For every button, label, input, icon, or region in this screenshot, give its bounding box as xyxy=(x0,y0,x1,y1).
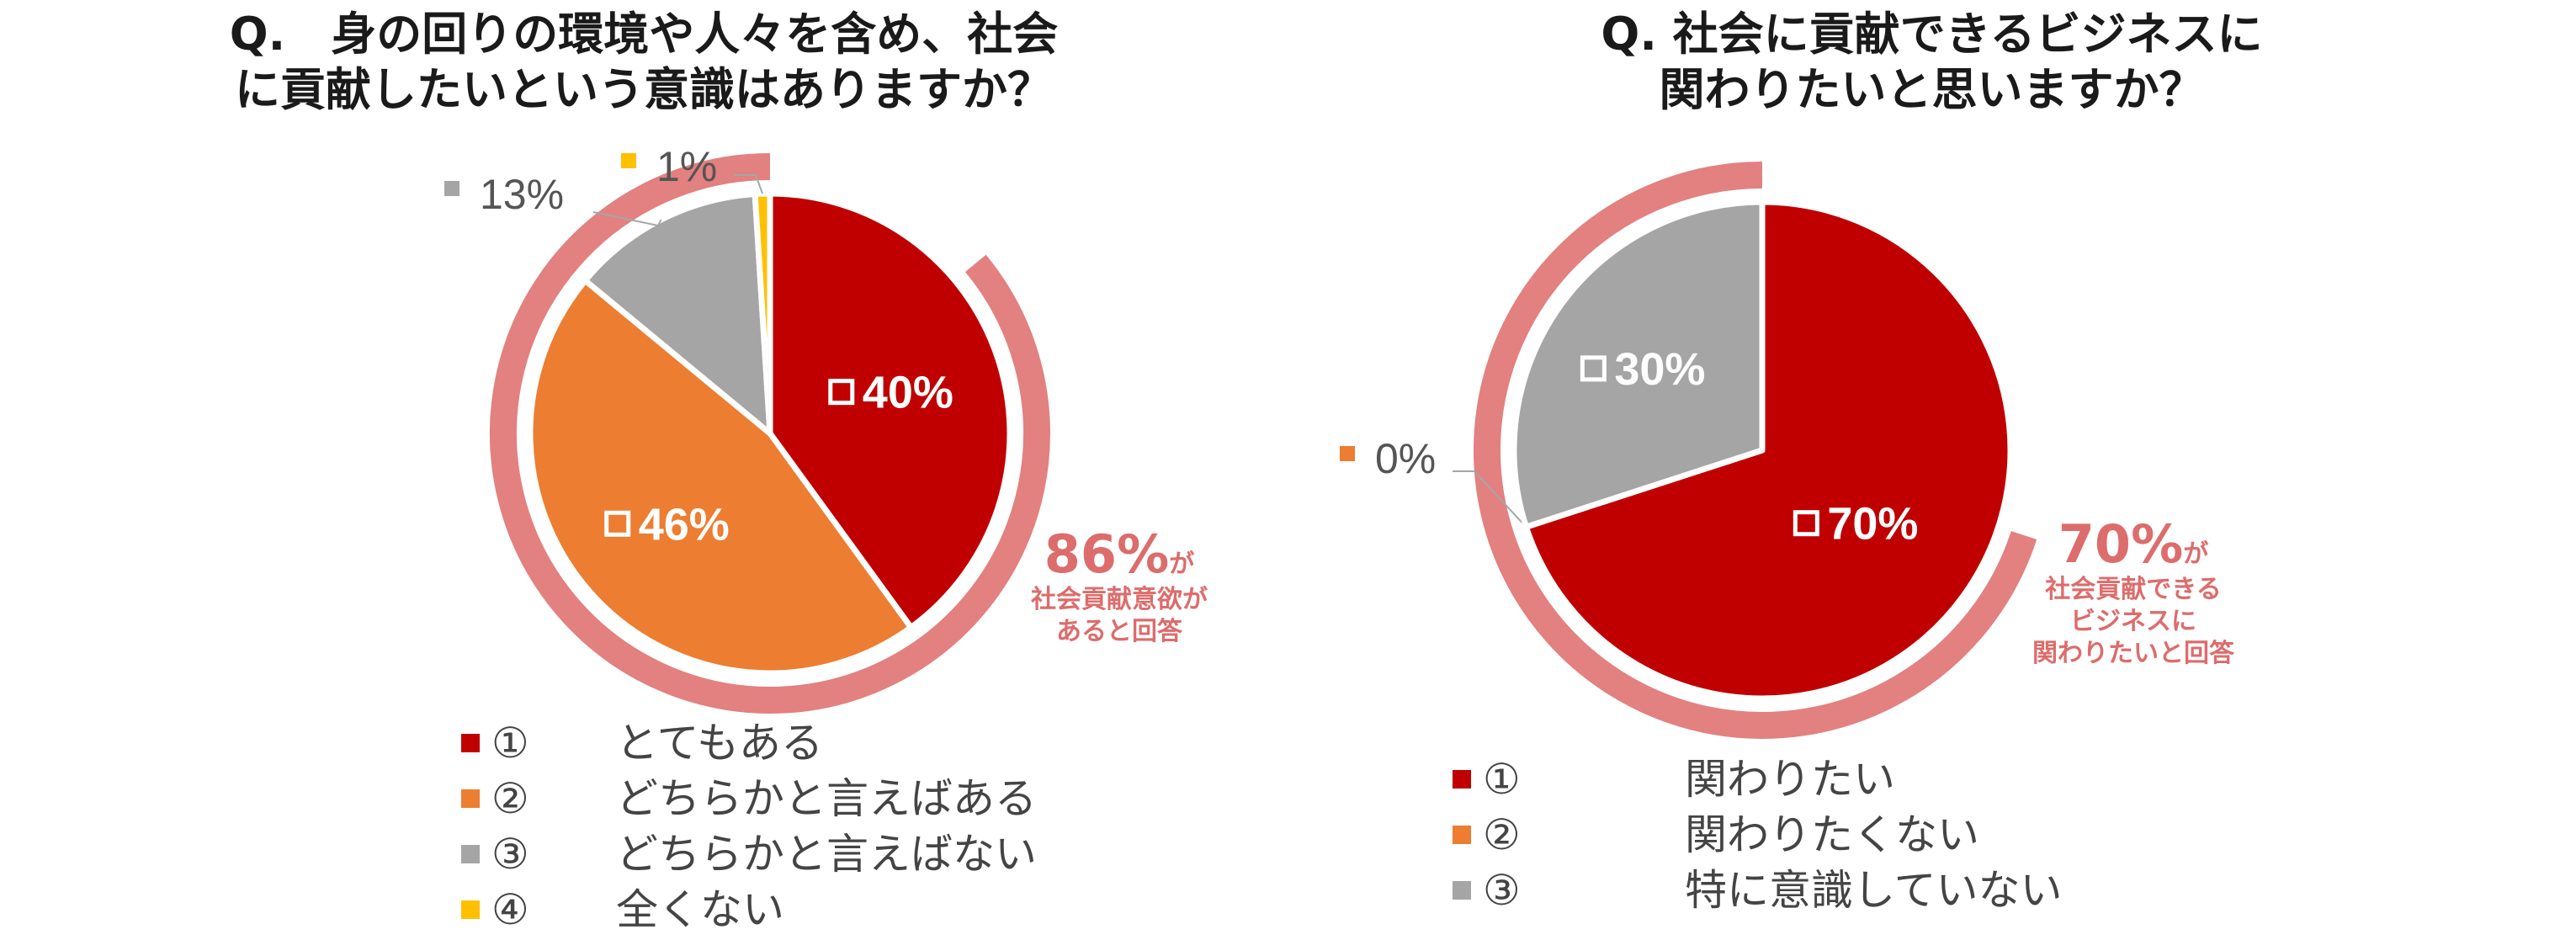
callout-right-line1: 社会貢献できる xyxy=(2045,575,2222,604)
pie-chart-left: 40% 46% 13% 1% xyxy=(444,143,1050,714)
legend-item: ③ どちらかと言えばない xyxy=(461,826,1037,882)
legend-number: ④ xyxy=(491,885,529,934)
legend-number: ① xyxy=(491,719,529,767)
svg-text:46%: 46% xyxy=(639,499,730,550)
pie-chart-right: 70% 0% 30% xyxy=(1340,162,2037,739)
legend-swatch xyxy=(461,734,480,752)
legend-swatch xyxy=(461,845,480,863)
data-label: 40% xyxy=(828,368,953,418)
legend-item: ① 関わりたい xyxy=(1453,751,2063,807)
callout-left-value: 86% xyxy=(1044,523,1170,585)
leader-line xyxy=(734,174,763,194)
data-label: 70% xyxy=(1793,499,1918,550)
chart-title-left-line2: に貢献したいという意識はありますか？ xyxy=(235,63,1053,116)
svg-text:30%: 30% xyxy=(1614,344,1705,395)
legend-item: ③ 特に意識していない xyxy=(1453,863,2063,918)
legend-label: とてもある xyxy=(616,719,823,767)
callout-right-suffix: が xyxy=(2183,539,2209,569)
square-outline-icon xyxy=(1793,510,1819,537)
chart-panel-right: Q. 社会に貢献できるビジネスに 関わりたいと思いますか？ 70% 0% 30% 7… xyxy=(1288,0,2576,940)
callout-left: 86%が 社会貢献意欲が あると回答 xyxy=(993,525,1246,648)
callout-left-line1: 社会貢献意欲が xyxy=(1031,585,1208,614)
pie-slice xyxy=(1511,199,1766,530)
callout-left-suffix: が xyxy=(1169,550,1195,579)
data-label: 13% xyxy=(444,171,662,227)
pie-slice xyxy=(767,190,1013,631)
leader-line xyxy=(1453,470,1527,528)
data-label: 0% xyxy=(1340,435,1527,528)
highlight-ring xyxy=(490,153,1050,714)
legend-item: ④ 全くない xyxy=(461,882,1037,937)
legend-number: ② xyxy=(1483,810,1521,859)
legend-swatch xyxy=(461,789,480,808)
svg-text:40%: 40% xyxy=(863,368,953,418)
svg-text:0%: 0% xyxy=(1375,435,1436,482)
chart-title-right: Q. 社会に貢献できるビジネスに 関わりたいと思いますか？ xyxy=(1288,7,2576,118)
pie-slice xyxy=(527,277,915,677)
chart-title-right-line2: 関わりたいと思いますか？ xyxy=(1659,63,2205,116)
svg-text:13%: 13% xyxy=(480,171,564,218)
callout-right-line2: ビジネスに xyxy=(2070,607,2196,636)
legend-item: ① とてもある xyxy=(461,715,1037,771)
legend-number: ② xyxy=(491,774,529,823)
chart-title-left-line1: Q. 身の回りの環境や人々を含め、社会 xyxy=(229,8,1059,61)
svg-text:1%: 1% xyxy=(656,143,717,190)
legend-label: どちらかと言えばある xyxy=(616,774,1037,823)
label-swatch xyxy=(1340,446,1355,461)
legend-swatch xyxy=(461,900,480,919)
legend-label: 関わりたい xyxy=(1685,755,1895,804)
label-swatch xyxy=(621,153,636,168)
label-swatch xyxy=(444,181,459,196)
chart-panel-left: Q. 身の回りの環境や人々を含め、社会 に貢献したいという意識はありますか？ 4… xyxy=(0,7,1288,937)
legend-swatch xyxy=(1453,826,1471,844)
legend-label: どちらかと言えばない xyxy=(616,830,1037,879)
chart-title-left: Q. 身の回りの環境や人々を含め、社会 に貢献したいという意識はありますか？ xyxy=(0,7,1288,118)
data-label: 46% xyxy=(604,499,730,550)
svg-text:70%: 70% xyxy=(1827,499,1918,550)
legend-label: 関わりたくない xyxy=(1685,810,1979,859)
legend-left: ① とてもある ② どちらかと言えばある ③ どちらかと言えばない ④ 全くない xyxy=(461,715,1037,937)
data-label: 1% xyxy=(621,143,763,194)
legend-label: 特に意識していない xyxy=(1685,866,2063,915)
callout-right-line3: 関わりたいと回答 xyxy=(2032,639,2234,668)
callout-right-value: 70% xyxy=(2058,513,2184,575)
legend-swatch xyxy=(1453,770,1471,789)
legend-label: 全くない xyxy=(616,885,784,934)
legend-item: ② どちらかと言えばある xyxy=(461,771,1037,826)
legend-swatch xyxy=(1453,881,1471,900)
legend-right: ① 関わりたい ② 関わりたくない ③ 特に意識していない xyxy=(1453,751,2063,918)
legend-item: ② 関わりたくない xyxy=(1453,807,2063,863)
legend-number: ③ xyxy=(1483,866,1521,915)
callout-left-line2: あると回答 xyxy=(1056,617,1182,646)
legend-number: ① xyxy=(1483,755,1521,804)
chart-title-right-line1: Q. 社会に貢献できるビジネスに xyxy=(1601,8,2263,61)
data-label: 30% xyxy=(1580,344,1705,395)
square-outline-icon xyxy=(1580,355,1607,382)
pie-slice xyxy=(1522,199,2014,702)
callout-right: 70%が 社会貢献できる ビジネスに 関わりたいと回答 xyxy=(1978,515,2289,670)
highlight-ring xyxy=(1474,162,2037,739)
legend-number: ③ xyxy=(491,830,529,879)
square-outline-icon xyxy=(828,379,855,406)
leader-line xyxy=(592,211,662,227)
square-outline-icon xyxy=(604,510,631,537)
